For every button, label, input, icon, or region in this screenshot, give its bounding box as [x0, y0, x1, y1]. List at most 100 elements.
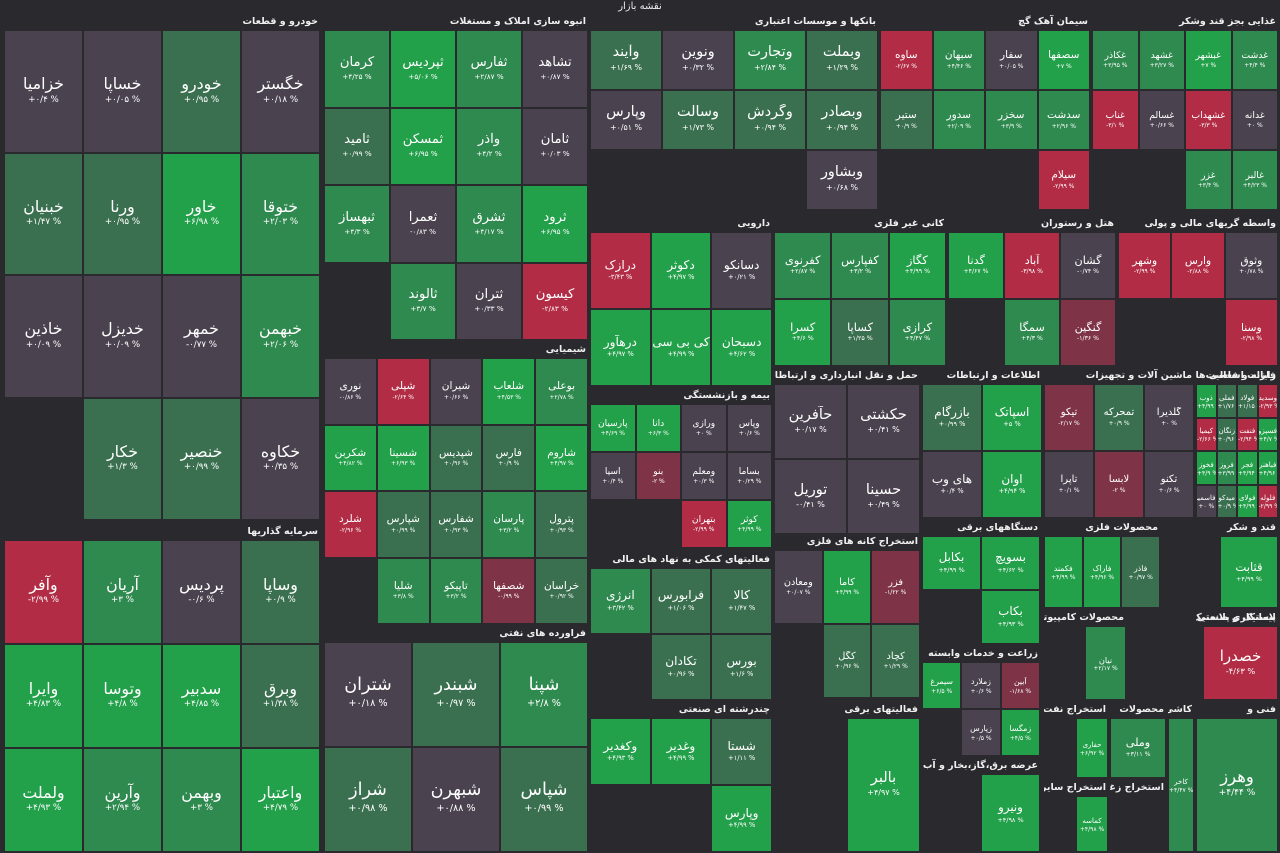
- tile[interactable]: بکابل +۴/۹۹ %: [922, 536, 981, 590]
- tile[interactable]: سخزر +۳/۹ %: [985, 90, 1038, 150]
- tile[interactable]: وسدید-۲/۹۳ %: [1257, 384, 1278, 418]
- tile[interactable]: غشهد +۳/۲۷ %: [1138, 30, 1185, 90]
- tile[interactable]: شبندر +۰/۹۷ %: [412, 642, 500, 747]
- tile[interactable]: ومعلم +۰/۳ %: [681, 452, 727, 500]
- tile[interactable]: کفرنوی +۲/۸۷ %: [774, 232, 832, 299]
- tile[interactable]: گنگین -۱/۳۶ %: [1060, 299, 1116, 366]
- tile[interactable]: فسپزوار+۴/۷ %: [1257, 417, 1278, 451]
- tile[interactable]: ثالوند +۳/۷ %: [390, 262, 456, 340]
- tile[interactable]: وغدیر +۴/۹۹ %: [650, 718, 712, 785]
- tile[interactable]: درازک -۳/۴۳ %: [590, 232, 651, 309]
- tile[interactable]: غزر +۳/۴ %: [1185, 150, 1232, 210]
- tile[interactable]: تاپرا +۰/۱ %: [1044, 451, 1094, 518]
- tile[interactable]: ولملت +۴/۹۳ %: [4, 748, 83, 852]
- tile[interactable]: فولاد+۱/۱۵ %: [1237, 384, 1258, 418]
- tile[interactable]: انرژی +۳/۴۲ %: [590, 568, 651, 634]
- tile[interactable]: دسبحان +۴/۶۲ %: [711, 309, 772, 386]
- tile[interactable]: دانا +۶/۳ %: [635, 404, 681, 452]
- tile[interactable]: کچاد +۱/۲۹ %: [871, 624, 920, 698]
- tile[interactable]: تکادان +۰/۹۶ %: [650, 634, 712, 700]
- tile[interactable]: ونوین +۰/۳۲ %: [662, 30, 734, 90]
- tile[interactable]: ثبهساز +۴/۳ %: [324, 185, 390, 263]
- tile[interactable]: سصفها +۷ %: [1037, 30, 1090, 90]
- tile[interactable]: وتوسا +۴/۸ %: [83, 644, 162, 748]
- tile[interactable]: تیکو -۲/۱۷ %: [1044, 384, 1094, 451]
- tile[interactable]: وشهر -۲/۹۹ %: [1118, 232, 1172, 299]
- tile[interactable]: فکمند +۴/۹۹ %: [1044, 536, 1083, 608]
- tile[interactable]: بوعلی +۲/۷۸ %: [535, 358, 588, 425]
- tile[interactable]: آسیا +۰/۴ %: [590, 452, 636, 500]
- tile[interactable]: پترول +۰/۹۳ %: [535, 491, 588, 558]
- tile[interactable]: ونیرو +۴/۹۸ %: [981, 774, 1040, 852]
- tile[interactable]: شتران +۰/۱۸ %: [324, 642, 412, 747]
- tile[interactable]: شاروم +۴/۹۷ %: [535, 424, 588, 491]
- tile[interactable]: وگردش +۰/۹۴ %: [734, 90, 806, 150]
- tile[interactable]: کفپارس +۳/۲ %: [831, 232, 889, 299]
- tile[interactable]: سدشت +۲/۹۶ %: [1037, 90, 1090, 150]
- tile[interactable]: ستیر +۰/۹ %: [880, 90, 933, 150]
- tile[interactable]: وارس -۲/۸۸ %: [1171, 232, 1225, 299]
- tile[interactable]: خبنیان +۱/۴۷ %: [4, 152, 83, 275]
- tile[interactable]: ثامید +۰/۹۹ %: [324, 107, 390, 185]
- tile[interactable]: وثوق +۰/۷۸ %: [1224, 232, 1278, 299]
- tile[interactable]: سیمرغ +۶/۵ %: [922, 662, 962, 709]
- tile[interactable]: خاذین +۰/۰۹ %: [4, 275, 83, 398]
- tile[interactable]: ختوقا +۲/۰۳ %: [241, 152, 320, 275]
- tile[interactable]: شراز +۰/۹۸ %: [324, 747, 412, 852]
- tile[interactable]: درهآور +۴/۹۷ %: [590, 309, 651, 386]
- tile[interactable]: ثتران +۰/۳۳ %: [456, 262, 522, 340]
- tile[interactable]: بازرگام +۰/۹۹ %: [922, 384, 982, 451]
- tile[interactable]: خدیزل +۰/۰۹ %: [83, 275, 162, 398]
- tile[interactable]: کاما +۴/۹۹ %: [822, 550, 872, 624]
- tile[interactable]: ثشرق +۴/۱۷ %: [456, 185, 522, 263]
- tile[interactable]: حفاری +۶/۹۲ %: [1076, 718, 1108, 778]
- tile[interactable]: شیران +۰/۶۶ %: [429, 358, 483, 425]
- tile[interactable]: شپنا +۲/۸ %: [500, 642, 588, 747]
- tile[interactable]: خزامیا +۰/۴ %: [4, 30, 83, 153]
- tile[interactable]: آبین -۱/۶۸ %: [1000, 662, 1040, 709]
- tile[interactable]: خمهر -۰/۷۷ %: [162, 275, 241, 398]
- tile[interactable]: ورنا +۰/۹۵ %: [83, 152, 162, 275]
- tile[interactable]: فرابورس +۱/۰۶ %: [650, 568, 712, 634]
- tile[interactable]: کالا +۱/۴۷ %: [711, 568, 772, 634]
- tile[interactable]: غدانه +۰ %: [1231, 90, 1278, 150]
- tile[interactable]: فولای+۴/۹۹ %: [1237, 484, 1258, 518]
- tile[interactable]: های وب +۰/۴ %: [922, 451, 982, 518]
- tile[interactable]: کیسون -۲/۸۳ %: [522, 262, 588, 340]
- tile[interactable]: خودرو +۰/۹۵ %: [162, 30, 241, 153]
- tile[interactable]: تاپیکو +۳/۲ %: [429, 557, 483, 624]
- tile[interactable]: شسینا +۶/۹۳ %: [376, 424, 430, 491]
- tile[interactable]: ورازی +۰ %: [681, 404, 727, 452]
- tile[interactable]: خصدرا -۴/۶۳ %: [1203, 626, 1278, 700]
- tile[interactable]: سیلام -۲/۹۹ %: [1037, 150, 1090, 210]
- tile[interactable]: ثامان +۰/۰۳ %: [522, 107, 588, 185]
- tile[interactable]: غالبر +۴/۲۳ %: [1231, 150, 1278, 210]
- tile[interactable]: لابسا -۲ %: [1094, 451, 1144, 518]
- tile[interactable]: سدبیر +۴/۸۵ %: [162, 644, 241, 748]
- tile[interactable]: قثابت +۴/۹۹ %: [1220, 536, 1278, 608]
- tile[interactable]: تشاهد +۰/۸۷ %: [522, 30, 588, 108]
- tile[interactable]: بالبر +۴/۹۷ %: [847, 718, 920, 852]
- tile[interactable]: خکار +۱/۳ %: [83, 397, 162, 520]
- tile[interactable]: بتهران -۲/۹۹ %: [681, 500, 727, 548]
- tile[interactable]: زپارس +۰/۵ %: [961, 709, 1001, 756]
- tile[interactable]: وایرا +۴/۸۳ %: [4, 644, 83, 748]
- tile[interactable]: بنو -۲ %: [635, 452, 681, 500]
- tile[interactable]: فروز+۳/۹۹ %: [1216, 451, 1237, 485]
- tile[interactable]: خنصیر +۰/۹۹ %: [162, 397, 241, 520]
- tile[interactable]: نوری -۰/۸۶ %: [324, 358, 377, 425]
- tile[interactable]: فلوله-۲/۹۹ %: [1257, 484, 1278, 518]
- tile[interactable]: شلعاب +۴/۵۳ %: [482, 358, 536, 425]
- tile[interactable]: شپارس +۰/۹۹ %: [376, 491, 430, 558]
- tile[interactable]: میدکو+۰/۹ %: [1216, 484, 1237, 518]
- tile[interactable]: وبصادر +۰/۹۴ %: [806, 90, 878, 150]
- tile[interactable]: کساپا +۱/۲۵ %: [831, 299, 889, 366]
- tile[interactable]: کاخر +۴/۴۷ %: [1168, 718, 1194, 852]
- tile[interactable]: خگستر +۰/۱۸ %: [241, 30, 320, 153]
- tile[interactable]: توریل -۰/۴۱ %: [774, 459, 847, 534]
- tile[interactable]: فارس +۰/۹ %: [482, 424, 536, 491]
- tile[interactable]: کگاز +۴/۹۹ %: [888, 232, 946, 299]
- tile[interactable]: وپارس +۴/۹۹ %: [711, 785, 772, 852]
- tile[interactable]: کماسه +۴/۹۸ %: [1076, 796, 1108, 852]
- tile[interactable]: شصفها -۰/۹۹ %: [482, 557, 536, 624]
